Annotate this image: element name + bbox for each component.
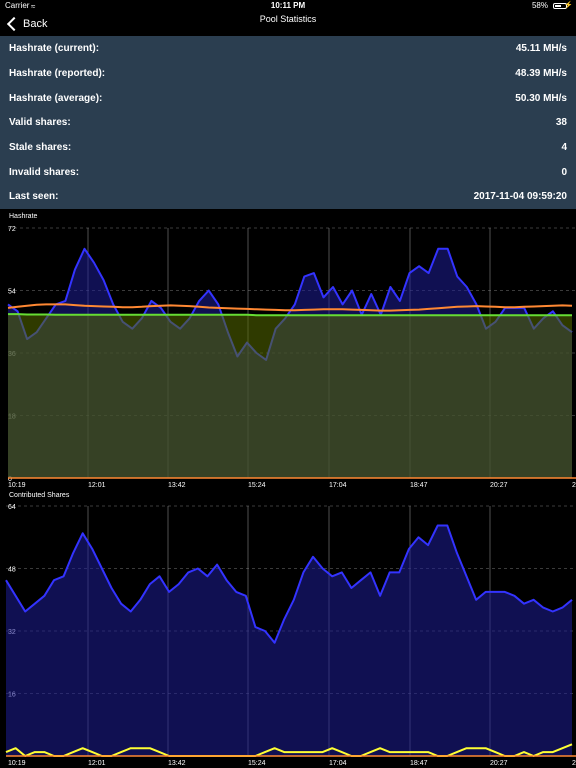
status-time: 10:11 PM — [270, 1, 306, 10]
x-tick-label: 17:04 — [329, 760, 347, 767]
x-tick-label: 20:27 — [490, 482, 508, 488]
series-line-current — [7, 247, 573, 361]
stat-row-last-seen: Last seen: 2017-11-04 09:59:20 — [0, 184, 576, 208]
stat-value: 4 — [561, 142, 567, 153]
x-tick-label: 12:01 — [88, 760, 106, 767]
y-tick-label: 54 — [8, 289, 16, 296]
stat-label: Last seen: — [9, 191, 59, 202]
x-tick-label: 18:47 — [410, 760, 428, 767]
navigation-bar: Back Pool Statistics — [0, 12, 576, 36]
stat-row-hashrate-reported: Hashrate (reported): 48.39 MH/s — [0, 61, 576, 85]
y-tick-label: 72 — [8, 226, 16, 233]
x-tick-label: 18:47 — [410, 482, 428, 488]
x-tick-label: 13:42 — [168, 482, 186, 488]
x-tick-label: 17:04 — [329, 482, 347, 488]
x-tick-label: 20:27 — [490, 760, 508, 767]
charging-icon: ⚡ — [564, 2, 573, 9]
carrier-label: Carrier — [5, 1, 30, 10]
x-tick-label: 2 — [572, 760, 576, 767]
stat-label: Hashrate (average): — [9, 93, 103, 104]
status-bar: Carrier ≈ 10:11 PM 58% ⚡ — [0, 0, 576, 12]
stats-panel: Hashrate (current): 45.11 MH/s Hashrate … — [0, 36, 576, 209]
contributed-shares-chart: Contributed Shares1632486410:1912:0113:4… — [0, 488, 576, 768]
series-line-average — [8, 313, 572, 317]
stat-label: Stale shares: — [9, 142, 72, 153]
stat-row-stale-shares: Stale shares: 4 — [0, 135, 576, 159]
y-tick-label: 0 — [8, 476, 12, 483]
stat-row-hashrate-current: Hashrate (current): 45.11 MH/s — [0, 36, 576, 60]
x-tick-label: 2 — [572, 482, 576, 488]
battery-icon — [553, 3, 567, 9]
stat-label: Hashrate (current): — [9, 43, 100, 54]
x-tick-label: 12:01 — [88, 482, 106, 488]
series-line-current — [5, 524, 573, 644]
stat-value: 0 — [561, 167, 567, 178]
y-tick-label: 64 — [8, 504, 16, 511]
series-area-average — [8, 314, 572, 478]
stat-label: Invalid shares: — [9, 167, 80, 178]
chart-title: Hashrate — [9, 213, 38, 220]
battery-percent: 58% — [531, 1, 548, 10]
series-line-reported — [7, 303, 573, 312]
stat-value: 38 — [555, 117, 567, 128]
series-area-current — [6, 525, 572, 756]
stat-row-hashrate-average: Hashrate (average): 50.30 MH/s — [0, 86, 576, 110]
stat-value: 48.39 MH/s — [515, 68, 567, 79]
stat-row-invalid-shares: Invalid shares: 0 — [0, 160, 576, 184]
x-tick-label: 10:19 — [8, 482, 26, 488]
page-title: Pool Statistics — [259, 14, 317, 24]
stat-label: Hashrate (reported): — [9, 68, 106, 79]
stat-value: 2017-11-04 09:59:20 — [473, 191, 567, 202]
y-tick-label: 48 — [8, 567, 16, 574]
stat-row-valid-shares: Valid shares: 38 — [0, 110, 576, 134]
x-tick-label: 13:42 — [168, 760, 186, 767]
x-tick-label: 10:19 — [8, 760, 26, 767]
x-tick-label: 15:24 — [248, 482, 266, 488]
stat-value: 50.30 MH/s — [515, 93, 567, 104]
chart-title: Contributed Shares — [9, 492, 70, 499]
back-label: Back — [23, 18, 48, 30]
stat-value: 45.11 MH/s — [515, 43, 567, 54]
wifi-icon: ≈ — [31, 2, 36, 11]
x-tick-label: 15:24 — [248, 760, 266, 767]
back-button[interactable]: Back — [6, 15, 47, 33]
stat-label: Valid shares: — [9, 117, 71, 128]
hashrate-chart: Hashrate01836547210:1912:0113:4215:2417:… — [0, 209, 576, 488]
